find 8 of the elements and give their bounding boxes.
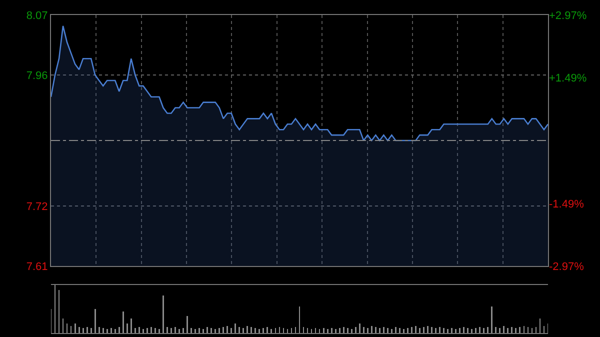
y2-tick-label: +1.49%: [549, 72, 587, 84]
y2-tick-label: -1.49%: [549, 198, 584, 210]
y-tick-label: 7.96: [26, 70, 48, 82]
y2-tick-label: +2.97%: [549, 10, 587, 22]
y-tick-label: 7.72: [26, 200, 48, 213]
y-tick-label: 8.07: [26, 10, 48, 22]
y2-tick-label: -2.97%: [549, 260, 584, 273]
y-tick-label: 7.61: [26, 260, 48, 273]
